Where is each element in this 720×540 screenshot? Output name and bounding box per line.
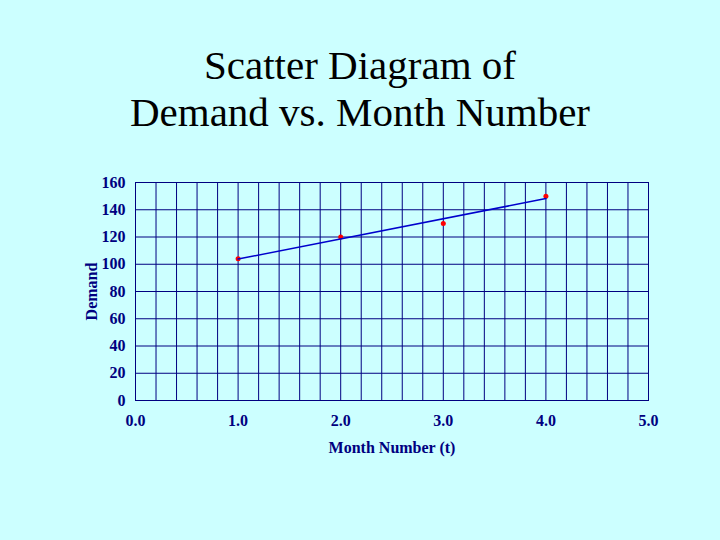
- svg-text:60: 60: [110, 310, 126, 327]
- svg-text:Month Number (t): Month Number (t): [329, 439, 456, 457]
- svg-text:120: 120: [102, 228, 126, 245]
- html-text:Scatter Diagram of Demand vs.: Scatter Diagram of Demand vs. Month Numb…: [130, 42, 590, 135]
- svg-text:0.0: 0.0: [126, 412, 146, 429]
- svg-text:2.0: 2.0: [331, 412, 351, 429]
- svg-text:20: 20: [110, 364, 126, 381]
- svg-text:0: 0: [118, 392, 126, 409]
- svg-text:160: 160: [102, 174, 126, 191]
- svg-text:140: 140: [102, 201, 126, 218]
- svg-text:100: 100: [102, 255, 126, 272]
- svg-text:40: 40: [110, 337, 126, 354]
- svg-text:1.0: 1.0: [228, 412, 248, 429]
- svg-text:4.0: 4.0: [536, 412, 556, 429]
- svg-text:80: 80: [110, 283, 126, 300]
- svg-text:Demand: Demand: [83, 263, 100, 321]
- svg-text:5.0: 5.0: [639, 412, 659, 429]
- svg-text:3.0: 3.0: [433, 412, 453, 429]
